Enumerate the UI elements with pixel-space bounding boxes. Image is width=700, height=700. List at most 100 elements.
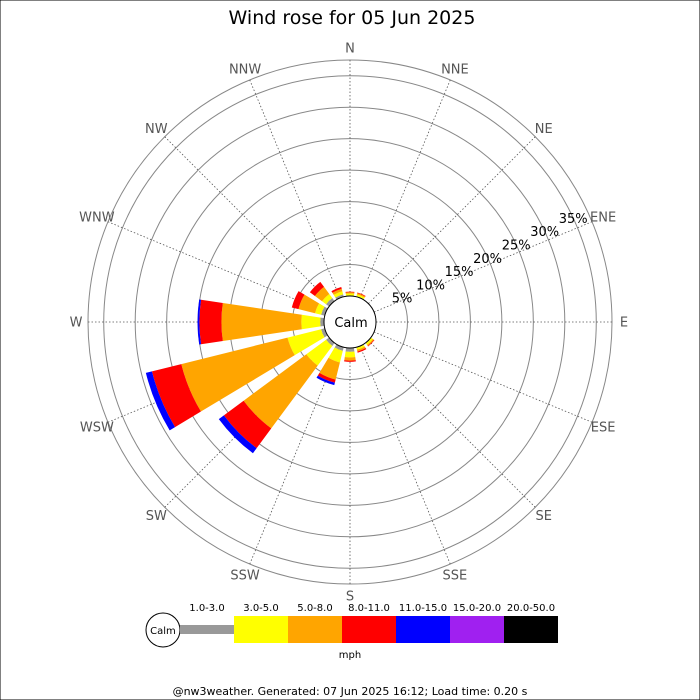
- ring-label-30%: 30%: [530, 225, 559, 240]
- calm-center: Calm: [323, 295, 377, 349]
- wind-bar-NNW-1.0-3.0: [335, 294, 344, 300]
- wind-bar-WNW-1.0-3.0: [321, 306, 328, 316]
- legend-swatch-11.0-15.0: [396, 616, 450, 643]
- chart-title: Wind rose for 05 Jun 2025: [229, 7, 476, 29]
- legend-label-8.0-11.0: 8.0-11.0: [348, 603, 390, 614]
- direction-labels: N NNE NE ENE E ESE SE SSE S SSW SW WSW W WNW NW NNW: [70, 42, 629, 605]
- direction-label-NNW: NNW: [229, 62, 261, 77]
- legend-unit: mph: [339, 650, 361, 661]
- grid-spoke: [373, 331, 593, 423]
- ring-label-10%: 10%: [416, 278, 445, 293]
- ring-labels: 5%10%15%20%25%30%35%: [392, 212, 588, 307]
- wind-bars: [145, 281, 375, 454]
- wind-bar-SSE-5.0-8.0: [356, 346, 366, 352]
- direction-label-WNW: WNW: [79, 211, 115, 226]
- legend-label-15.0-20.0: 15.0-20.0: [453, 603, 501, 614]
- legend-swatch-8.0-11.0: [342, 616, 396, 643]
- wind-bar-W-3.0-5.0: [301, 314, 321, 330]
- wind-bar-SSE-8.0-11.0: [357, 348, 367, 353]
- wind-bar-N-5.0-8.0: [345, 292, 355, 294]
- grid-ring: [166, 138, 534, 506]
- legend-calm-label: Calm: [150, 626, 176, 637]
- direction-label-SW: SW: [146, 509, 167, 524]
- wind-bar-SW-8.0-11.0: [223, 400, 272, 449]
- ring-label-25%: 25%: [502, 239, 531, 254]
- wind-bar-SE-3.0-5.0: [365, 337, 373, 345]
- direction-label-NW: NW: [145, 122, 168, 137]
- wind-bar-S-1.0-3.0: [345, 347, 355, 352]
- legend: Calm mph 1.0-3.0 3.0-5.0 5.0-8.0 8.0-11.0 11…: [145, 603, 558, 661]
- ring-label-35%: 35%: [559, 212, 588, 227]
- wind-bar-NNE-8.0-11.0: [357, 292, 366, 297]
- direction-label-ESE: ESE: [591, 420, 616, 435]
- grid-spoke: [249, 79, 341, 299]
- wind-bar-WNW-8.0-11.0: [291, 291, 305, 310]
- direction-label-SE: SE: [535, 509, 551, 524]
- legend-swatch-15.0-20.0: [450, 616, 504, 643]
- wind-bar-SSW-1.0-3.0: [334, 344, 344, 351]
- wind-bar-N-3.0-5.0: [345, 293, 355, 296]
- wind-bar-NW-3.0-5.0: [322, 294, 333, 305]
- direction-label-SSW: SSW: [230, 569, 260, 584]
- direction-label-SSE: SSE: [443, 569, 468, 584]
- wind-bar-WSW-11.0-15.0: [145, 371, 176, 431]
- legend-swatch-3.0-5.0: [234, 616, 288, 643]
- grid-spoke: [373, 221, 593, 313]
- grid-spoke: [359, 345, 451, 565]
- ring-label-20%: 20%: [473, 252, 502, 267]
- wind-bar-SW-3.0-5.0: [306, 339, 333, 366]
- grid-spoke: [368, 340, 536, 508]
- grid-spoke: [249, 345, 341, 565]
- wind-bar-NNE-3.0-5.0: [356, 294, 365, 300]
- wind-bar-NNW-3.0-5.0: [333, 291, 344, 298]
- wind-bar-SSW-8.0-11.0: [317, 372, 336, 383]
- wind-bar-WSW-1.0-3.0: [321, 328, 328, 338]
- wind-bar-NNE-5.0-8.0: [356, 293, 366, 298]
- grid-ring: [103, 75, 597, 569]
- direction-label-W: W: [70, 316, 83, 331]
- legend-label-1.0-3.0: 1.0-3.0: [189, 603, 224, 614]
- wind-bar-NNW-5.0-8.0: [332, 288, 343, 295]
- wind-bar-S-8.0-11.0: [344, 360, 356, 362]
- grid-spoke: [164, 136, 332, 304]
- wind-bar-S-3.0-5.0: [344, 351, 356, 358]
- wind-bar-NW-8.0-11.0: [309, 281, 325, 297]
- legend-swatch-5.0-8.0: [288, 616, 342, 643]
- legend-label-11.0-15.0: 11.0-15.0: [399, 603, 447, 614]
- grid-spoke: [107, 221, 327, 313]
- ring-label-15%: 15%: [445, 265, 474, 280]
- wind-bar-SSW-5.0-8.0: [319, 357, 340, 380]
- footer-text: @nw3weather. Generated: 07 Jun 2025 16:1…: [173, 685, 528, 698]
- direction-label-E: E: [620, 316, 628, 331]
- wind-bar-SE-5.0-8.0: [366, 338, 374, 346]
- grid-spoke: [359, 79, 451, 299]
- wind-bar-NW-1.0-3.0: [326, 298, 335, 307]
- direction-label-WSW: WSW: [80, 420, 114, 435]
- wind-bar-S-5.0-8.0: [344, 357, 356, 361]
- wind-bar-SSW-11.0-15.0: [316, 375, 335, 386]
- direction-label-S: S: [346, 590, 354, 605]
- wind-bar-SSE-3.0-5.0: [356, 344, 365, 350]
- polar-grid: [87, 59, 613, 585]
- wind-bar-WSW-5.0-8.0: [181, 337, 295, 412]
- wind-bar-W-5.0-8.0: [221, 302, 302, 342]
- legend-swatch-20.0-50.0: [504, 616, 558, 643]
- legend-label-3.0-5.0: 3.0-5.0: [243, 603, 278, 614]
- calm-circle: [323, 295, 377, 349]
- legend-swatch-1.0-3.0: [180, 625, 234, 634]
- direction-label-N: N: [345, 42, 355, 57]
- ring-label-5%: 5%: [392, 292, 413, 307]
- wind-bar-NNW-8.0-11.0: [331, 287, 342, 293]
- wind-bar-SE-8.0-11.0: [367, 339, 375, 347]
- grid-ring: [134, 106, 566, 538]
- legend-label-5.0-8.0: 5.0-8.0: [297, 603, 332, 614]
- wind-bar-SSW-3.0-5.0: [328, 347, 343, 363]
- wind-bar-WSW-3.0-5.0: [287, 329, 325, 356]
- legend-label-20.0-50.0: 20.0-50.0: [507, 603, 555, 614]
- wind-bar-N-8.0-11.0: [345, 291, 355, 293]
- wind-bar-SW-5.0-8.0: [243, 354, 318, 429]
- direction-label-ENE: ENE: [590, 211, 616, 226]
- direction-label-NE: NE: [535, 122, 553, 137]
- wind-bar-W-8.0-11.0: [199, 299, 223, 345]
